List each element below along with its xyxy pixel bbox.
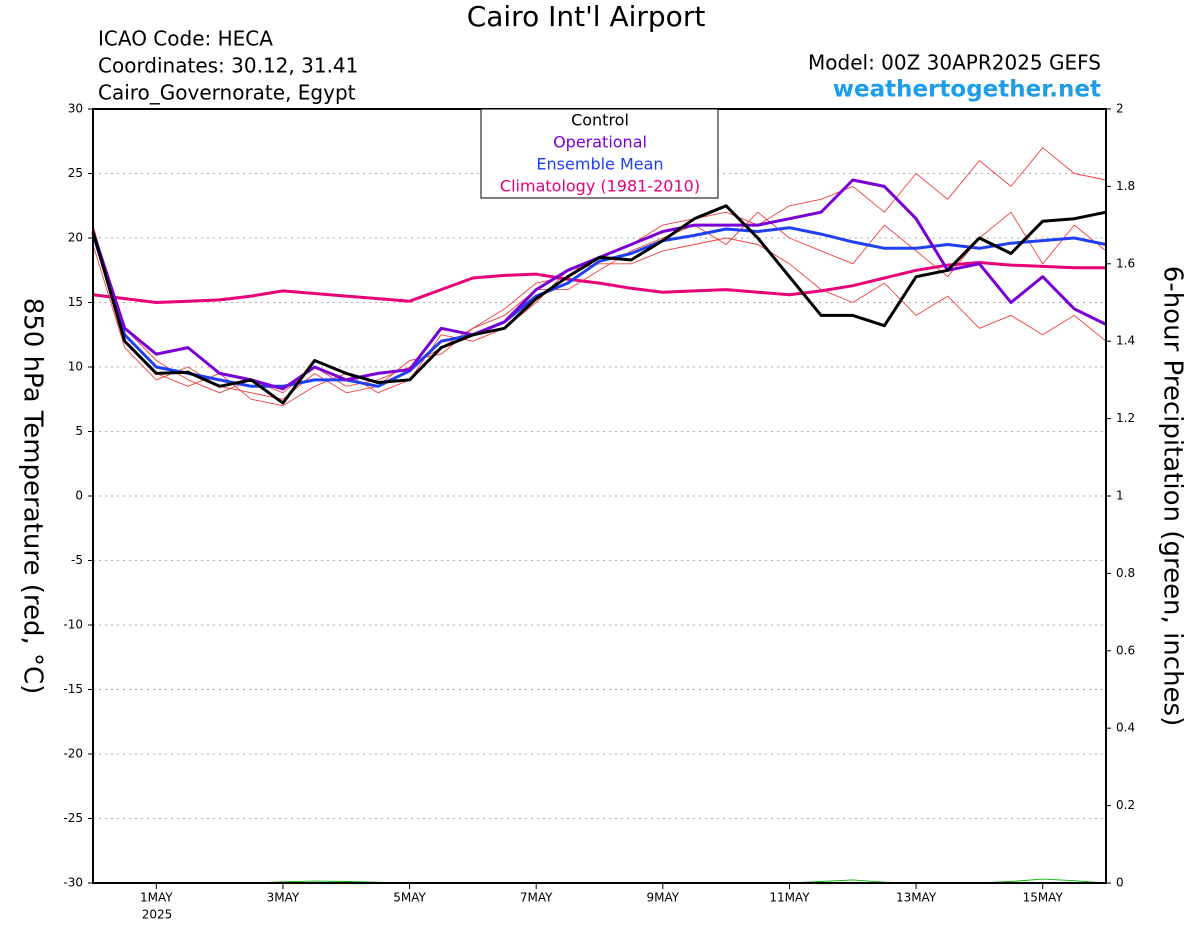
chart-title: Cairo Int'l Airport [467, 0, 706, 33]
y-tick-label: 20 [68, 231, 83, 245]
y-tick-label: 5 [75, 424, 83, 438]
x-tick-label: 15MAY [1023, 891, 1064, 905]
y-tick-label: -10 [63, 618, 83, 632]
y2-tick-label: 2 [1116, 102, 1124, 116]
legend-entry: Ensemble Mean [536, 155, 663, 174]
x-tick-label: 3MAY [267, 891, 300, 905]
legend-box [480, 108, 719, 199]
y-tick-label: 10 [68, 360, 83, 374]
x-tick-label: 7MAY [520, 891, 553, 905]
y-tick-label: 30 [68, 102, 83, 116]
series-line [91, 204, 1107, 405]
member-line [92, 211, 1107, 400]
series-line [91, 226, 1107, 388]
x-tick-label: 11MAY [769, 891, 810, 905]
x-tick-label: 5MAY [393, 891, 426, 905]
y-axis-label: 850 hPa Temperature (red, °C) [18, 298, 48, 695]
y-tick-label: 0 [75, 489, 83, 503]
y-tick-label: -15 [63, 682, 83, 696]
y2-tick-label: 1.6 [1116, 256, 1135, 270]
y2-tick-label: 1.8 [1116, 179, 1135, 193]
y2-axis-label: 6-hour Precipitation (green, inches) [1158, 266, 1188, 726]
model-text: Model: 00Z 30APR2025 GEFS [808, 51, 1101, 75]
y-tick-label: -5 [71, 553, 83, 567]
y-tick-label: -20 [63, 747, 83, 761]
legend-entry: Operational [553, 133, 647, 152]
y-tick-label: 25 [68, 166, 83, 180]
legend-entry: Control [571, 111, 629, 130]
y-tick-label: -25 [63, 811, 83, 825]
y2-tick-label: 0.8 [1116, 566, 1135, 580]
y2-tick-label: 0.2 [1116, 798, 1135, 812]
legend-entry: Climatology (1981-2010) [500, 177, 700, 196]
y2-tick-label: 0.4 [1116, 721, 1135, 735]
y2-tick-label: 1.4 [1116, 334, 1135, 348]
y2-tick-label: 0.6 [1116, 643, 1135, 657]
info-text: Coordinates: 30.12, 31.41 [98, 54, 358, 78]
member-line [92, 224, 1107, 407]
y2-tick-label: 1 [1116, 489, 1124, 503]
x-tick-label: 1MAY [140, 891, 173, 905]
info-text: Cairo_Governorate, Egypt [98, 81, 356, 105]
y2-tick-label: 0 [1116, 876, 1124, 890]
site-text: weathertogether.net [833, 77, 1101, 103]
y-tick-label: -30 [63, 876, 83, 890]
y-tick-label: 15 [68, 295, 83, 309]
series-line [92, 261, 1106, 304]
y2-tick-label: 1.2 [1116, 411, 1135, 425]
info-text: ICAO Code: HECA [98, 27, 273, 51]
x-tick-label: 9MAY [647, 891, 680, 905]
x-tick-label: 13MAY [896, 891, 937, 905]
year-label: 2025 [142, 908, 173, 922]
